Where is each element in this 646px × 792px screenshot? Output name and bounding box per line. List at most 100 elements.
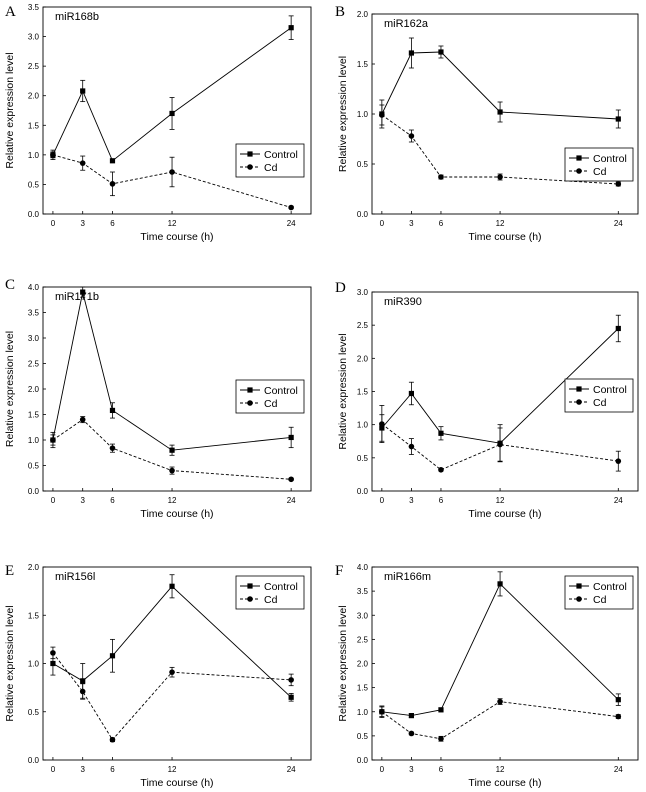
legend-label: Cd xyxy=(593,166,607,178)
data-point-cd xyxy=(79,688,86,695)
data-point-control xyxy=(438,430,444,436)
panel-letter: B xyxy=(335,4,345,20)
y-tick-label: 1.5 xyxy=(28,121,40,130)
data-point-cd xyxy=(288,677,294,683)
y-tick-label: 2.0 xyxy=(357,660,369,669)
y-tick-label: 2.5 xyxy=(357,635,369,644)
series-line-cd xyxy=(52,652,292,741)
y-tick-label: 2.5 xyxy=(357,321,369,330)
data-point-control xyxy=(288,434,294,441)
y-tick-label: 0.0 xyxy=(28,210,40,219)
x-tick-label: 3 xyxy=(409,765,414,774)
y-tick-label: 3.5 xyxy=(28,309,40,318)
data-point-cd xyxy=(408,133,415,139)
data-point-control xyxy=(438,707,444,713)
data-point-control xyxy=(615,325,621,332)
x-tick-label: 6 xyxy=(439,496,444,505)
plot-title: miR162a xyxy=(384,18,429,30)
x-tick-label: 24 xyxy=(614,219,623,228)
data-point-control xyxy=(408,713,415,719)
x-tick-label: 24 xyxy=(287,496,296,505)
y-tick-label: 4.0 xyxy=(28,283,40,292)
x-axis-label: Time course (h) xyxy=(140,508,213,520)
plot-frame xyxy=(371,13,639,215)
data-point-cd xyxy=(438,466,444,473)
data-point-cd xyxy=(408,443,415,450)
y-tick-label: 3.0 xyxy=(357,288,369,297)
y-tick-label: 1.5 xyxy=(357,388,369,397)
plot-title: miR168b xyxy=(55,11,99,23)
data-point-control xyxy=(497,581,503,587)
x-tick-label: 6 xyxy=(439,765,444,774)
data-point-cd xyxy=(288,204,294,211)
x-tick-label: 0 xyxy=(51,765,56,774)
panel-letter: A xyxy=(5,4,16,20)
y-tick-label: 2.0 xyxy=(357,354,369,363)
plot-title: miR156l xyxy=(55,571,95,583)
data-point-cd xyxy=(109,736,116,743)
x-axis-label: Time course (h) xyxy=(140,231,213,243)
y-tick-label: 1.0 xyxy=(357,421,369,430)
legend-marker-control xyxy=(247,387,253,393)
x-axis-label: Time course (h) xyxy=(468,777,541,789)
y-tick-label: 2.0 xyxy=(28,563,40,572)
data-point-control xyxy=(169,583,175,589)
legend-label: Cd xyxy=(593,397,607,409)
legend-marker-control xyxy=(247,583,253,589)
data-point-cd xyxy=(288,476,294,483)
panel-letter: E xyxy=(5,563,14,579)
x-tick-label: 6 xyxy=(439,219,444,228)
legend-box xyxy=(235,143,305,178)
data-point-control xyxy=(615,697,621,703)
y-tick-label: 3.0 xyxy=(357,611,369,620)
legend-box xyxy=(564,575,634,610)
y-tick-label: 1.0 xyxy=(357,708,369,717)
x-tick-label: 3 xyxy=(80,496,85,505)
y-axis-label: Relative expression level xyxy=(4,52,16,168)
legend-marker-control xyxy=(247,151,253,157)
y-axis-label: Relative expression level xyxy=(337,605,349,721)
data-point-control xyxy=(408,50,415,56)
legend-label: Cd xyxy=(264,162,278,174)
legend-marker-cd xyxy=(247,596,253,602)
data-point-control xyxy=(169,447,175,453)
x-tick-label: 6 xyxy=(110,496,115,505)
y-tick-label: 4.0 xyxy=(357,563,369,572)
x-tick-label: 0 xyxy=(380,219,385,228)
y-tick-label: 0.0 xyxy=(357,210,369,219)
legend-box xyxy=(235,575,305,610)
y-tick-label: 2.5 xyxy=(28,360,40,369)
legend-box xyxy=(564,147,634,182)
data-point-control xyxy=(109,158,116,164)
x-tick-label: 12 xyxy=(168,219,177,228)
y-axis-label: Relative expression level xyxy=(4,605,16,721)
x-tick-label: 6 xyxy=(110,219,115,228)
y-axis-label: Relative expression level xyxy=(337,333,349,449)
data-point-cd xyxy=(79,160,86,166)
panel-letter: F xyxy=(335,563,343,579)
x-tick-label: 12 xyxy=(496,765,505,774)
x-tick-label: 24 xyxy=(614,765,623,774)
y-tick-label: 0.5 xyxy=(28,462,40,471)
x-tick-label: 12 xyxy=(496,496,505,505)
legend-box xyxy=(564,378,634,413)
y-tick-label: 1.0 xyxy=(28,436,40,445)
x-tick-label: 3 xyxy=(80,765,85,774)
data-point-cd xyxy=(50,650,56,656)
series-line-control xyxy=(52,291,292,451)
data-point-control xyxy=(615,116,621,122)
legend-marker-control xyxy=(576,386,582,392)
y-tick-label: 1.0 xyxy=(28,660,40,669)
data-point-cd xyxy=(169,467,175,474)
legend-label: Control xyxy=(593,581,627,593)
legend-marker-control xyxy=(576,155,582,161)
x-tick-label: 12 xyxy=(168,496,177,505)
plot-title: miR171b xyxy=(55,291,99,303)
